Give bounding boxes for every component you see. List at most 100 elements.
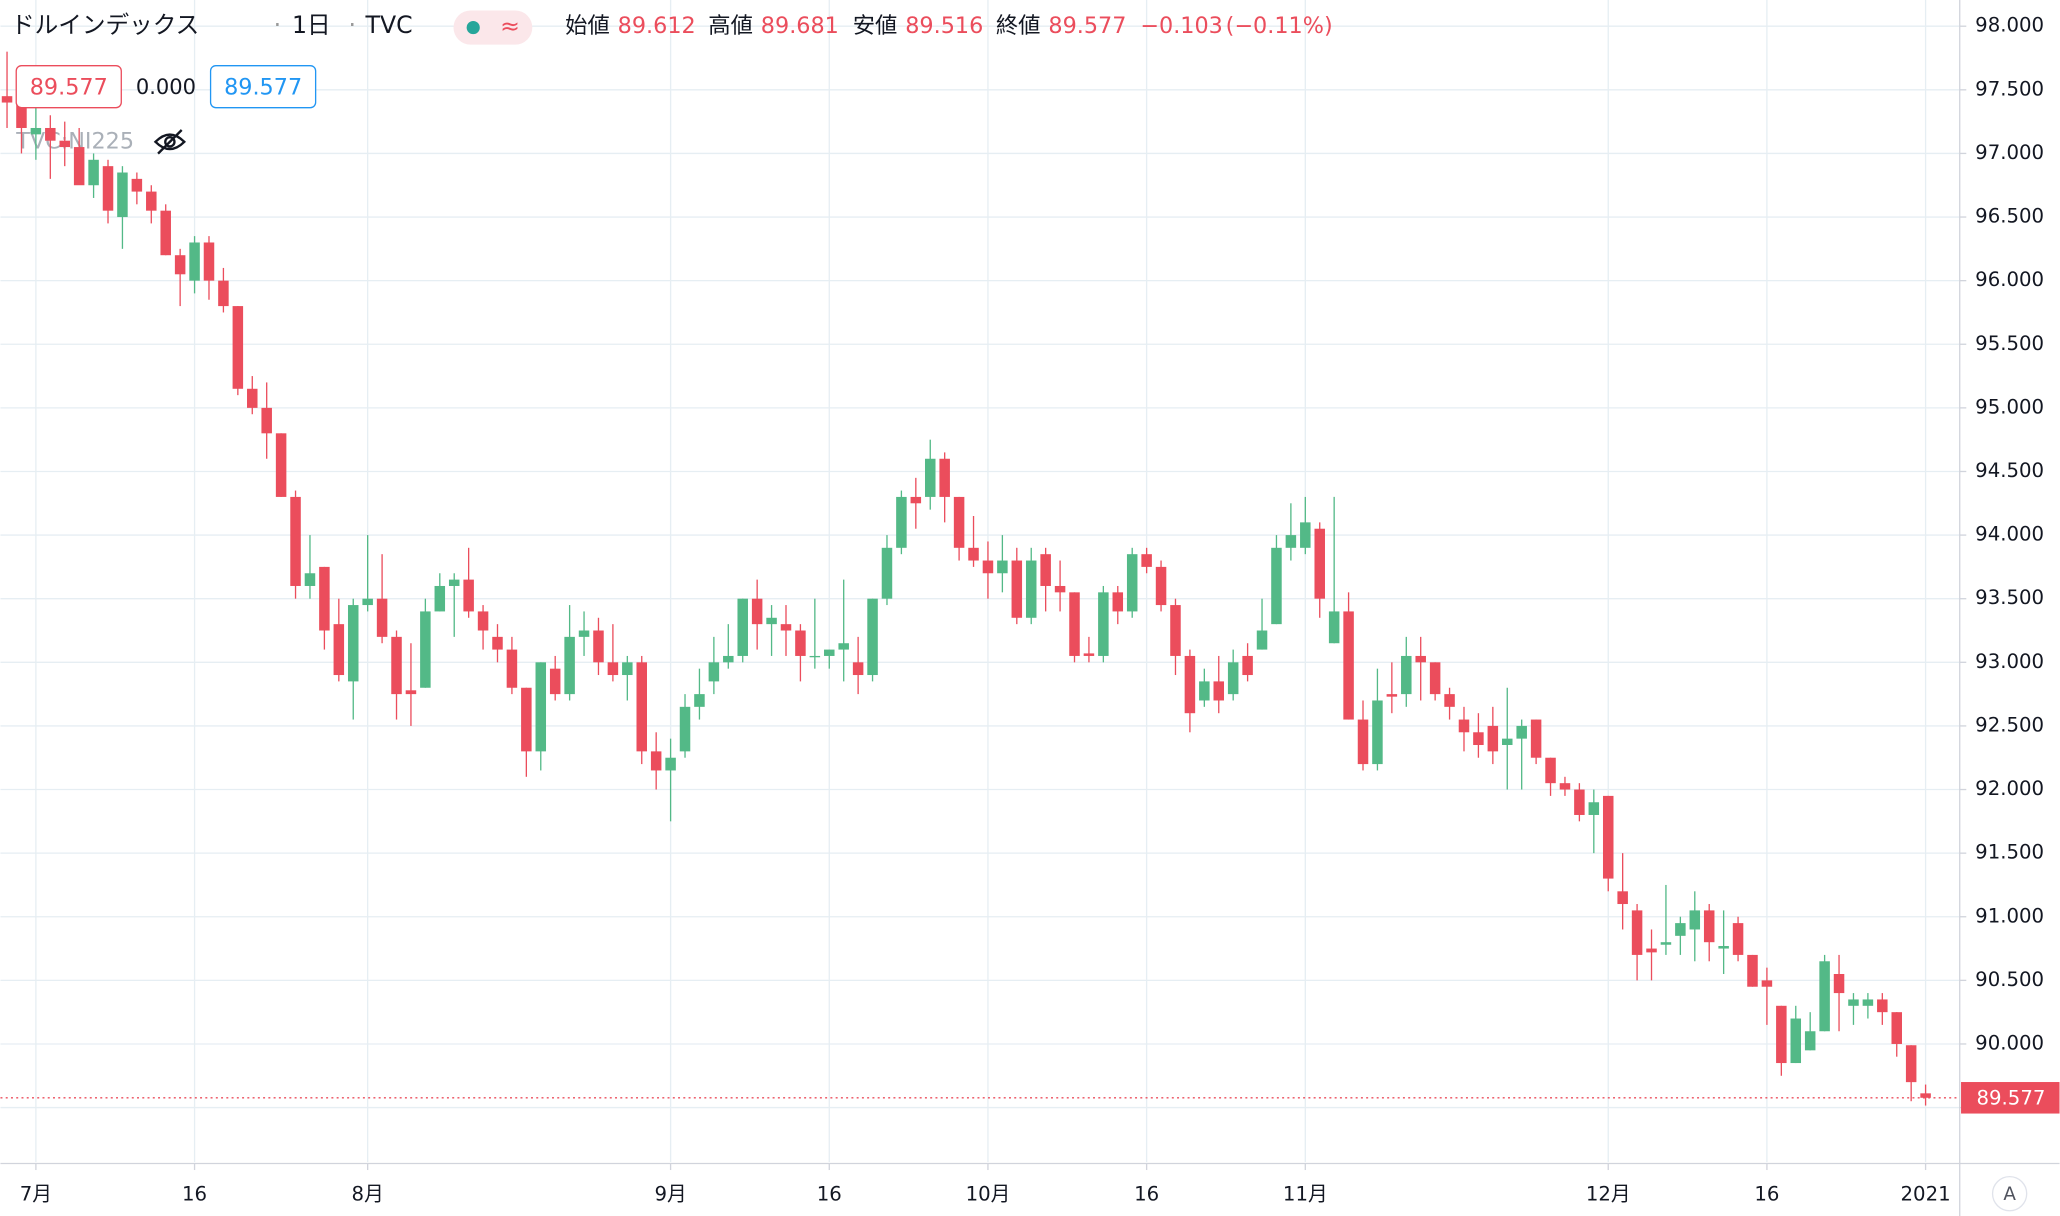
candle-body — [1199, 681, 1210, 701]
y-tick-label: 94.500 — [1975, 459, 2044, 482]
candle-body — [1025, 560, 1037, 618]
candle-body — [910, 496, 922, 504]
candle-body — [737, 598, 748, 656]
x-tick-label: 10月 — [966, 1182, 1011, 1205]
candle-body — [102, 166, 114, 211]
candle-body — [1833, 974, 1845, 994]
candle-body — [1703, 910, 1715, 943]
candle-body — [1343, 611, 1354, 720]
y-tick-label: 95.000 — [1975, 395, 2044, 418]
candle-body — [304, 573, 316, 586]
candle-body — [1819, 961, 1830, 1032]
x-tick-label: 7月 — [20, 1182, 52, 1205]
candle-body — [434, 585, 446, 612]
candle-body — [939, 458, 950, 497]
candle-body — [708, 662, 720, 682]
candle-body — [492, 636, 503, 650]
candle-body — [766, 617, 777, 625]
interval[interactable]: 1日 — [292, 11, 331, 39]
candle-body — [521, 687, 532, 752]
candle-body — [1631, 910, 1643, 955]
candle-body — [1732, 923, 1744, 955]
candle-body — [1776, 1005, 1787, 1064]
candle-body — [30, 127, 42, 135]
ask-box[interactable] — [209, 65, 317, 109]
candle-body — [1473, 732, 1484, 746]
candle-body — [405, 690, 417, 695]
candle-body — [838, 643, 849, 650]
candle-body — [564, 636, 575, 695]
candle-body — [809, 655, 821, 658]
candle-body — [1429, 662, 1441, 695]
candle-body — [131, 178, 143, 192]
candle-body — [146, 191, 157, 211]
candle-body — [593, 630, 604, 663]
candle-body — [232, 306, 244, 389]
candle-body — [1617, 891, 1628, 905]
candle-body — [1170, 605, 1181, 656]
candle-body — [1155, 566, 1167, 606]
candle-body — [549, 668, 561, 695]
candle-body — [1588, 802, 1600, 815]
candle-body — [1, 96, 13, 103]
x-tick-label: 16 — [1134, 1182, 1159, 1205]
candle-body — [1848, 999, 1859, 1006]
y-tick-label: 90.500 — [1975, 968, 2044, 991]
candle-body — [694, 694, 705, 707]
candle-body — [1227, 662, 1239, 695]
ohlc-value: 89.516 — [905, 13, 983, 39]
y-tick-label: 92.500 — [1975, 713, 2044, 736]
auto-scale-button[interactable] — [1991, 1175, 2028, 1212]
candle-body — [1328, 611, 1340, 644]
candle-body — [1242, 655, 1253, 676]
candle-body — [73, 147, 85, 186]
y-tick-label: 97.500 — [1975, 77, 2044, 100]
candle-body — [607, 662, 619, 676]
separator: · — [274, 11, 282, 39]
ohlc-label: 始値 — [565, 13, 610, 39]
candle-body — [1530, 719, 1542, 758]
candle-body — [160, 210, 171, 256]
candle-body — [1675, 923, 1686, 936]
bid-box[interactable] — [15, 65, 122, 109]
candle-body — [506, 649, 518, 688]
candle-body — [117, 172, 128, 218]
candle-body — [924, 458, 936, 497]
candle-body — [1054, 585, 1066, 593]
candle-body — [333, 624, 345, 676]
candle-body — [1545, 757, 1556, 784]
candle-body — [953, 496, 965, 548]
y-tick-label: 93.000 — [1975, 650, 2044, 673]
candle-body — [982, 560, 994, 574]
candle-body — [1646, 948, 1657, 953]
candle-body — [1314, 528, 1325, 599]
spread: 0.000 — [136, 74, 196, 99]
candle-body — [261, 407, 272, 434]
candle-body — [203, 242, 215, 281]
y-tick-label: 91.500 — [1975, 841, 2044, 864]
candle-body — [59, 140, 70, 148]
candle-body — [1213, 681, 1225, 701]
candle-body — [45, 127, 56, 141]
hide-icon[interactable] — [153, 129, 186, 155]
y-tick-label: 95.500 — [1975, 332, 2044, 355]
y-tick-label: 98.000 — [1975, 14, 2044, 37]
candle-body — [290, 496, 301, 586]
symbol-title[interactable]: ドルインデックス — [11, 11, 199, 39]
candle-body — [1040, 554, 1051, 586]
ohlc-label: 高値 — [708, 13, 753, 39]
candle-body — [347, 605, 359, 682]
ask-price: 89.577 — [224, 74, 302, 100]
y-tick-label: 90.000 — [1975, 1031, 2044, 1054]
ohlc-value: 89.577 — [1048, 13, 1126, 39]
change: −0.103 — [1140, 13, 1223, 39]
candle-body — [1747, 954, 1758, 987]
candle-body — [1574, 789, 1585, 815]
ohlc-value: 89.612 — [618, 13, 696, 39]
candle-body — [636, 662, 647, 752]
status-pill[interactable] — [453, 10, 533, 45]
candle-body — [448, 579, 460, 586]
candle-body — [1920, 1093, 1931, 1098]
candle-body — [1877, 999, 1888, 1013]
